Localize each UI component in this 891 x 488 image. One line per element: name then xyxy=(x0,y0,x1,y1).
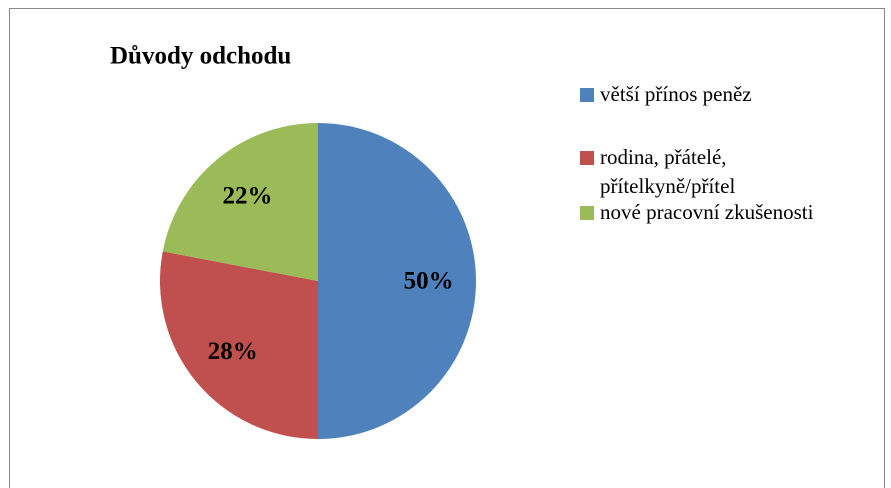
legend-label: větší přínos peněz xyxy=(600,82,752,106)
data-label: 22% xyxy=(223,183,273,210)
legend-swatch xyxy=(580,88,594,102)
legend-label: rodina, přátelé, přítelkyně/přítel xyxy=(600,145,736,198)
legend-swatch xyxy=(580,206,594,220)
pie-slice xyxy=(160,251,318,440)
pie-slice xyxy=(162,123,318,281)
legend-label: nové pracovní zkušenosti xyxy=(600,200,814,224)
pie-slice xyxy=(318,123,476,439)
chart-title: Důvody odchodu xyxy=(110,43,291,70)
data-label: 50% xyxy=(404,268,454,295)
data-label: 28% xyxy=(208,338,258,365)
legend-swatch xyxy=(580,151,594,165)
